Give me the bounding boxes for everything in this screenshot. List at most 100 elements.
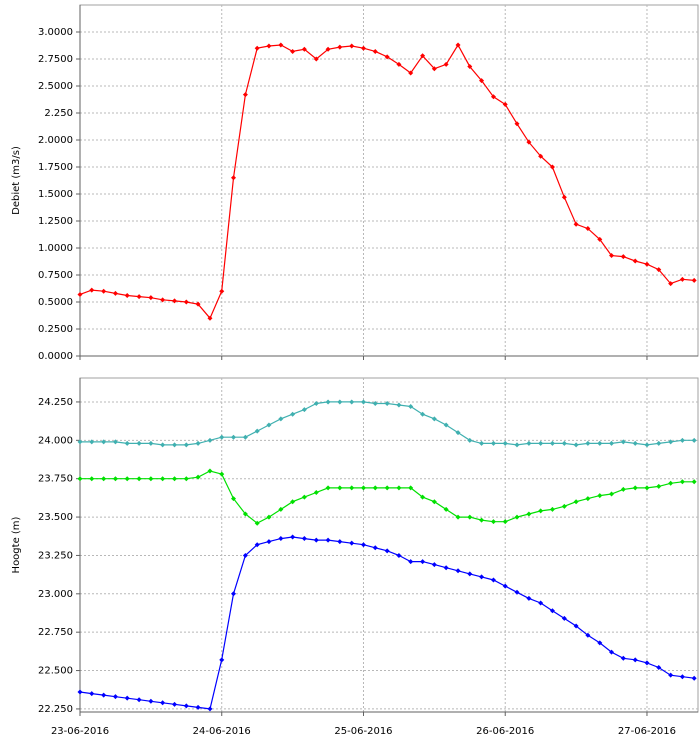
data-point xyxy=(420,411,426,417)
data-point xyxy=(620,439,626,445)
y-tick-label: 23.750 xyxy=(38,474,73,485)
data-point xyxy=(384,54,390,60)
data-point xyxy=(490,519,496,525)
data-point xyxy=(526,440,532,446)
data-point xyxy=(101,288,107,294)
data-point xyxy=(479,574,485,580)
data-point xyxy=(538,440,544,446)
data-point xyxy=(290,411,296,417)
data-point xyxy=(183,703,189,709)
data-point xyxy=(585,632,591,638)
data-point xyxy=(455,42,461,48)
data-point xyxy=(455,514,461,520)
data-point xyxy=(526,511,532,517)
data-point xyxy=(349,43,355,49)
data-point xyxy=(242,92,248,98)
data-point xyxy=(408,70,414,76)
data-point xyxy=(691,675,697,681)
data-point xyxy=(290,534,296,540)
data-point xyxy=(561,615,567,621)
data-point xyxy=(431,499,437,505)
data-point xyxy=(408,485,414,491)
data-point xyxy=(691,277,697,283)
data-point xyxy=(514,514,520,520)
data-point xyxy=(384,485,390,491)
data-point xyxy=(313,490,319,496)
data-point xyxy=(112,694,118,700)
data-point xyxy=(242,434,248,440)
x-tick-label: 26-06-2016 xyxy=(476,726,534,737)
data-point xyxy=(266,539,272,545)
data-point xyxy=(443,422,449,428)
data-point xyxy=(597,236,603,242)
data-point xyxy=(112,439,118,445)
data-point xyxy=(231,175,237,181)
data-point xyxy=(183,476,189,482)
data-point xyxy=(160,442,166,448)
y-tick-label: 0.5000 xyxy=(38,297,73,308)
data-point xyxy=(124,476,130,482)
data-point xyxy=(313,400,319,406)
data-point xyxy=(278,536,284,542)
y-tick-label: 1.2500 xyxy=(38,216,73,227)
data-point xyxy=(242,552,248,558)
data-point xyxy=(124,293,130,299)
data-point xyxy=(514,442,520,448)
y-tick-label: 2.5000 xyxy=(38,81,73,92)
data-point xyxy=(679,674,685,680)
data-point xyxy=(502,440,508,446)
data-point xyxy=(136,440,142,446)
data-point xyxy=(266,422,272,428)
y-tick-label: 1.0000 xyxy=(38,243,73,254)
data-point xyxy=(372,485,378,491)
data-point xyxy=(160,297,166,303)
data-point xyxy=(325,537,331,543)
data-point xyxy=(337,44,343,50)
y-axis-label: Hoogte (m) xyxy=(11,516,22,573)
data-point xyxy=(656,440,662,446)
data-point xyxy=(101,692,107,698)
data-point xyxy=(573,442,579,448)
data-point xyxy=(290,499,296,505)
data-point xyxy=(231,434,237,440)
data-point xyxy=(172,298,178,304)
data-point xyxy=(89,476,95,482)
y-tick-label: 23.000 xyxy=(38,589,73,600)
data-point xyxy=(479,517,485,523)
data-point xyxy=(148,476,154,482)
data-point xyxy=(502,583,508,589)
data-point xyxy=(77,291,83,297)
data-point xyxy=(384,548,390,554)
data-point xyxy=(207,315,213,321)
data-point xyxy=(313,537,319,543)
data-point xyxy=(172,476,178,482)
data-point xyxy=(136,294,142,300)
data-point xyxy=(266,43,272,49)
data-point xyxy=(195,474,201,480)
data-point xyxy=(585,226,591,232)
data-point xyxy=(644,442,650,448)
data-point xyxy=(360,485,366,491)
data-point xyxy=(231,496,237,502)
data-point xyxy=(408,559,414,565)
data-point xyxy=(396,552,402,558)
data-point xyxy=(278,42,284,48)
data-point xyxy=(467,437,473,443)
data-point xyxy=(479,78,485,84)
plot-area xyxy=(79,377,699,713)
data-point xyxy=(101,476,107,482)
data-point xyxy=(538,508,544,514)
data-point xyxy=(455,430,461,436)
data-point xyxy=(219,657,225,663)
data-point xyxy=(691,437,697,443)
y-tick-label: 22.500 xyxy=(38,666,73,677)
data-point xyxy=(443,61,449,67)
data-point xyxy=(360,542,366,548)
data-point xyxy=(89,439,95,445)
y-tick-label: 0.7500 xyxy=(38,270,73,281)
data-point xyxy=(431,416,437,422)
data-point xyxy=(349,485,355,491)
data-point xyxy=(632,258,638,264)
data-point xyxy=(278,416,284,422)
